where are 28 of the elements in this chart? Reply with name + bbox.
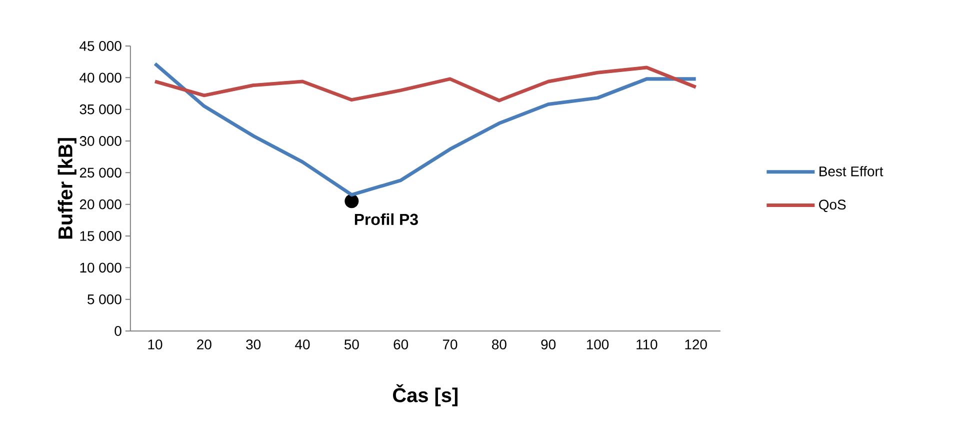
x-axis-title: Čas [s]	[393, 384, 458, 406]
x-tick-label: 60	[394, 340, 408, 350]
y-tick-label: 35 000	[80, 104, 122, 114]
y-tick-label: 20 000	[80, 199, 122, 210]
legend-label: Best Effort	[820, 166, 884, 176]
y-tick-label: 10 000	[80, 262, 122, 273]
x-tick-label: 10	[148, 340, 162, 350]
x-tick-label: 90	[541, 340, 556, 350]
annotation: Profil P3	[354, 213, 418, 226]
y-tick-label: 25 000	[80, 168, 122, 178]
y-tick-label: 45 000	[80, 41, 122, 51]
y-tick-label: 0	[114, 326, 122, 336]
x-tick-label: 20	[197, 340, 212, 350]
y-tick-label: 15 000	[80, 231, 122, 241]
x-tick-label: 70	[442, 340, 458, 350]
x-tick-label: 100	[586, 340, 609, 350]
y-tick-label: 40 000	[80, 72, 122, 83]
x-tick-label: 40	[295, 340, 310, 350]
x-tick-label: 110	[636, 340, 658, 350]
x-tick-label: 30	[246, 340, 261, 350]
x-tick-label: 80	[492, 340, 506, 350]
legend-label: QoS	[819, 200, 846, 212]
line-series	[153, 66, 698, 102]
x-tick-label: 50	[344, 340, 359, 350]
y-tick-label: 5 000	[88, 294, 122, 304]
x-tick-label: 120	[685, 340, 707, 350]
y-tick-label: 30 000	[80, 136, 122, 146]
y-axis-title: Buffer [kB]	[58, 138, 76, 239]
